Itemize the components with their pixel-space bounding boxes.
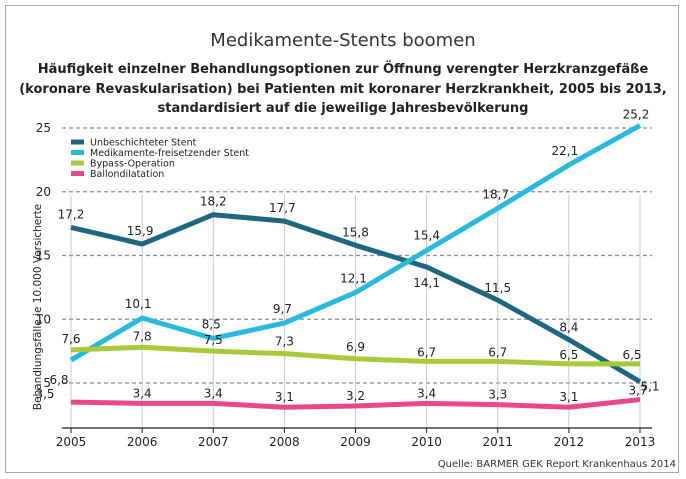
data-label-s3-2007: 7,5 (204, 333, 223, 347)
data-label-s1-2012: 8,4 (559, 321, 578, 335)
data-label-s2-2012: 22,1 (552, 144, 579, 158)
legend-label-3: Bypass-Operation (90, 159, 175, 170)
x-tick-2009: 2009 (340, 435, 371, 449)
x-tick-2012: 2012 (554, 435, 585, 449)
series-line-1 (70, 212, 642, 384)
data-label-s4-2011: 3,3 (488, 388, 507, 402)
data-label-s2-2009: 12,1 (340, 271, 367, 285)
data-label-s1-2010: 14,1 (413, 276, 440, 290)
x-tick-2006: 2006 (127, 435, 158, 449)
series-line-2 (69, 123, 642, 363)
data-label-s3-2010: 6,7 (417, 345, 436, 359)
data-label-s4-2012: 3,1 (559, 390, 578, 404)
y-tick-15: 15 (36, 249, 51, 263)
source-note: Quelle: BARMER GEK Report Krankenhaus 20… (437, 459, 676, 470)
data-label-s4-2007: 3,4 (204, 386, 223, 400)
y-tick-25: 25 (36, 121, 51, 135)
chart-title: Medikamente-Stents boomen (210, 30, 476, 51)
data-label-s1-2009: 15,8 (342, 225, 369, 239)
x-tick-2005: 2005 (56, 435, 87, 449)
series-line-4 (70, 397, 641, 410)
y-tick-5: 5 (43, 376, 51, 390)
data-label-s4-2009: 3,2 (346, 389, 365, 403)
data-label-s3-2005: 7,6 (61, 332, 80, 346)
data-label-s1-2011: 11,5 (484, 281, 511, 295)
data-label-s4-2008: 3,1 (275, 390, 294, 404)
chart-frame (5, 5, 679, 473)
data-label-s2-2005: 6,8 (49, 373, 68, 387)
legend-label-4: Ballondilatation (90, 169, 164, 180)
legend-label-2: Medikamente-freisetzender Stent (90, 148, 249, 159)
data-label-s2-2007: 8,5 (202, 317, 221, 331)
x-tick-2007: 2007 (198, 435, 229, 449)
data-label-s2-2010: 15,4 (413, 228, 440, 242)
x-tick-2011: 2011 (482, 435, 513, 449)
chart-subtitle-line-2: (koronare Revaskularisation) bei Patient… (19, 82, 667, 97)
y-tick-10: 10 (36, 312, 51, 326)
data-label-s1-2013: 5,1 (640, 380, 659, 394)
data-label-s1-2006: 15,9 (127, 224, 154, 238)
data-label-s1-2007: 18,2 (200, 195, 227, 209)
series-lines (69, 123, 642, 410)
y-tick-20: 20 (36, 185, 51, 199)
data-labels: 17,2 15,9 18,2 17,7 15,8 14,1 11,5 8,4 5,1 6,8 10,… (35, 107, 659, 404)
data-label-s4-2006: 3,4 (133, 386, 152, 400)
x-tick-labels: 2005 2006 2007 2008 2009 2010 2011 2012 2013 (56, 428, 656, 449)
legend-label-1: Unbeschichteter Stent (90, 138, 197, 149)
data-label-s3-2011: 6,7 (488, 345, 507, 359)
data-label-s1-2005: 17,2 (58, 207, 85, 221)
y-axis-label: Behandlungsfälle je 10.000 Versicherte (32, 204, 44, 410)
data-label-s2-2013: 25,2 (623, 107, 650, 121)
data-label-s2-2008: 9,7 (273, 302, 292, 316)
data-label-s2-2006: 10,1 (125, 297, 152, 311)
data-label-s4-2005: 3,5 (35, 387, 54, 401)
x-tick-2010: 2010 (411, 435, 442, 449)
legend: Unbeschichteter StentMedikamente-freiset… (71, 138, 249, 180)
gridlines (62, 127, 652, 384)
series-line-3 (70, 344, 640, 367)
data-label-s3-2008: 7,3 (275, 335, 294, 349)
chart-subtitle-line-3: standardisiert auf die jeweilige Jahresb… (157, 101, 529, 116)
x-tick-2008: 2008 (269, 435, 300, 449)
data-label-s1-2008: 17,7 (269, 201, 296, 215)
data-label-s4-2010: 3,4 (417, 386, 436, 400)
data-label-s4-2013: 3,7 (628, 384, 647, 398)
data-label-s3-2013: 6,5 (622, 348, 641, 362)
data-label-s3-2006: 7,8 (133, 329, 152, 343)
data-label-s2-2011: 18,7 (482, 187, 509, 201)
y-tick-labels: 5 10 15 20 25 (36, 121, 51, 390)
x-tick-2013: 2013 (625, 435, 656, 449)
chart-subtitle-line-1: Häufigkeit einzelner Behandlungsoptionen… (37, 62, 649, 77)
data-label-s3-2012: 6,5 (559, 348, 578, 362)
year-guides (70, 195, 641, 428)
data-label-s3-2009: 6,9 (346, 340, 365, 354)
